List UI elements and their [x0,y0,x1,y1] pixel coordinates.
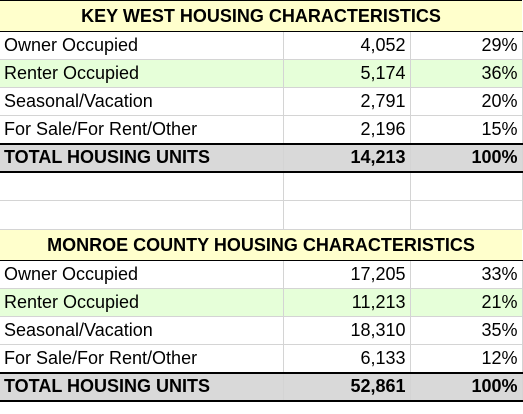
row-label[interactable]: Seasonal/Vacation [0,87,284,116]
monroe-header-row: MONROE COUNTY HOUSING CHARACTERISTICS [0,229,523,261]
total-label[interactable]: TOTAL HOUSING UNITS [0,142,284,173]
empty-cell[interactable] [410,171,523,201]
key-west-header-row: KEY WEST HOUSING CHARACTERISTICS [0,0,523,32]
row-count[interactable]: 6,133 [283,344,411,373]
table-row: Seasonal/Vacation 18,310 35% [0,316,523,345]
row-count[interactable]: 18,310 [283,316,411,345]
row-count[interactable]: 5,174 [283,59,411,88]
row-label[interactable]: For Sale/For Rent/Other [0,344,284,373]
empty-cell[interactable] [0,171,284,201]
total-label[interactable]: TOTAL HOUSING UNITS [0,371,284,402]
row-percent[interactable]: 36% [410,59,523,88]
row-label[interactable]: Renter Occupied [0,59,284,88]
row-percent[interactable]: 20% [410,87,523,116]
blank-row [0,171,523,201]
table-row: For Sale/For Rent/Other 6,133 12% [0,344,523,373]
total-percent[interactable]: 100% [410,371,523,402]
row-percent[interactable]: 12% [410,344,523,373]
empty-cell[interactable] [283,171,411,201]
total-count[interactable]: 52,861 [283,371,411,402]
empty-cell[interactable] [410,200,523,230]
row-percent[interactable]: 33% [410,260,523,289]
row-count[interactable]: 2,196 [283,115,411,144]
empty-cell[interactable] [0,200,284,230]
row-percent[interactable]: 29% [410,31,523,60]
key-west-title[interactable]: KEY WEST HOUSING CHARACTERISTICS [0,0,523,32]
housing-table: KEY WEST HOUSING CHARACTERISTICS Owner O… [0,0,523,402]
row-label[interactable]: Owner Occupied [0,260,284,289]
key-west-total-row: TOTAL HOUSING UNITS 14,213 100% [0,142,523,173]
table-row: For Sale/For Rent/Other 2,196 15% [0,115,523,144]
row-label[interactable]: Renter Occupied [0,288,284,317]
row-count[interactable]: 2,791 [283,87,411,116]
row-count[interactable]: 17,205 [283,260,411,289]
monroe-title[interactable]: MONROE COUNTY HOUSING CHARACTERISTICS [0,229,523,261]
table-row: Owner Occupied 17,205 33% [0,260,523,289]
row-percent[interactable]: 35% [410,316,523,345]
monroe-total-row: TOTAL HOUSING UNITS 52,861 100% [0,371,523,402]
row-label[interactable]: Seasonal/Vacation [0,316,284,345]
row-count[interactable]: 11,213 [283,288,411,317]
blank-row [0,200,523,230]
row-count[interactable]: 4,052 [283,31,411,60]
row-label[interactable]: For Sale/For Rent/Other [0,115,284,144]
total-count[interactable]: 14,213 [283,142,411,173]
table-row: Seasonal/Vacation 2,791 20% [0,87,523,116]
row-percent[interactable]: 21% [410,288,523,317]
row-label[interactable]: Owner Occupied [0,31,284,60]
row-percent[interactable]: 15% [410,115,523,144]
table-row: Owner Occupied 4,052 29% [0,31,523,60]
empty-cell[interactable] [283,200,411,230]
total-percent[interactable]: 100% [410,142,523,173]
table-row: Renter Occupied 11,213 21% [0,288,523,317]
table-row: Renter Occupied 5,174 36% [0,59,523,88]
